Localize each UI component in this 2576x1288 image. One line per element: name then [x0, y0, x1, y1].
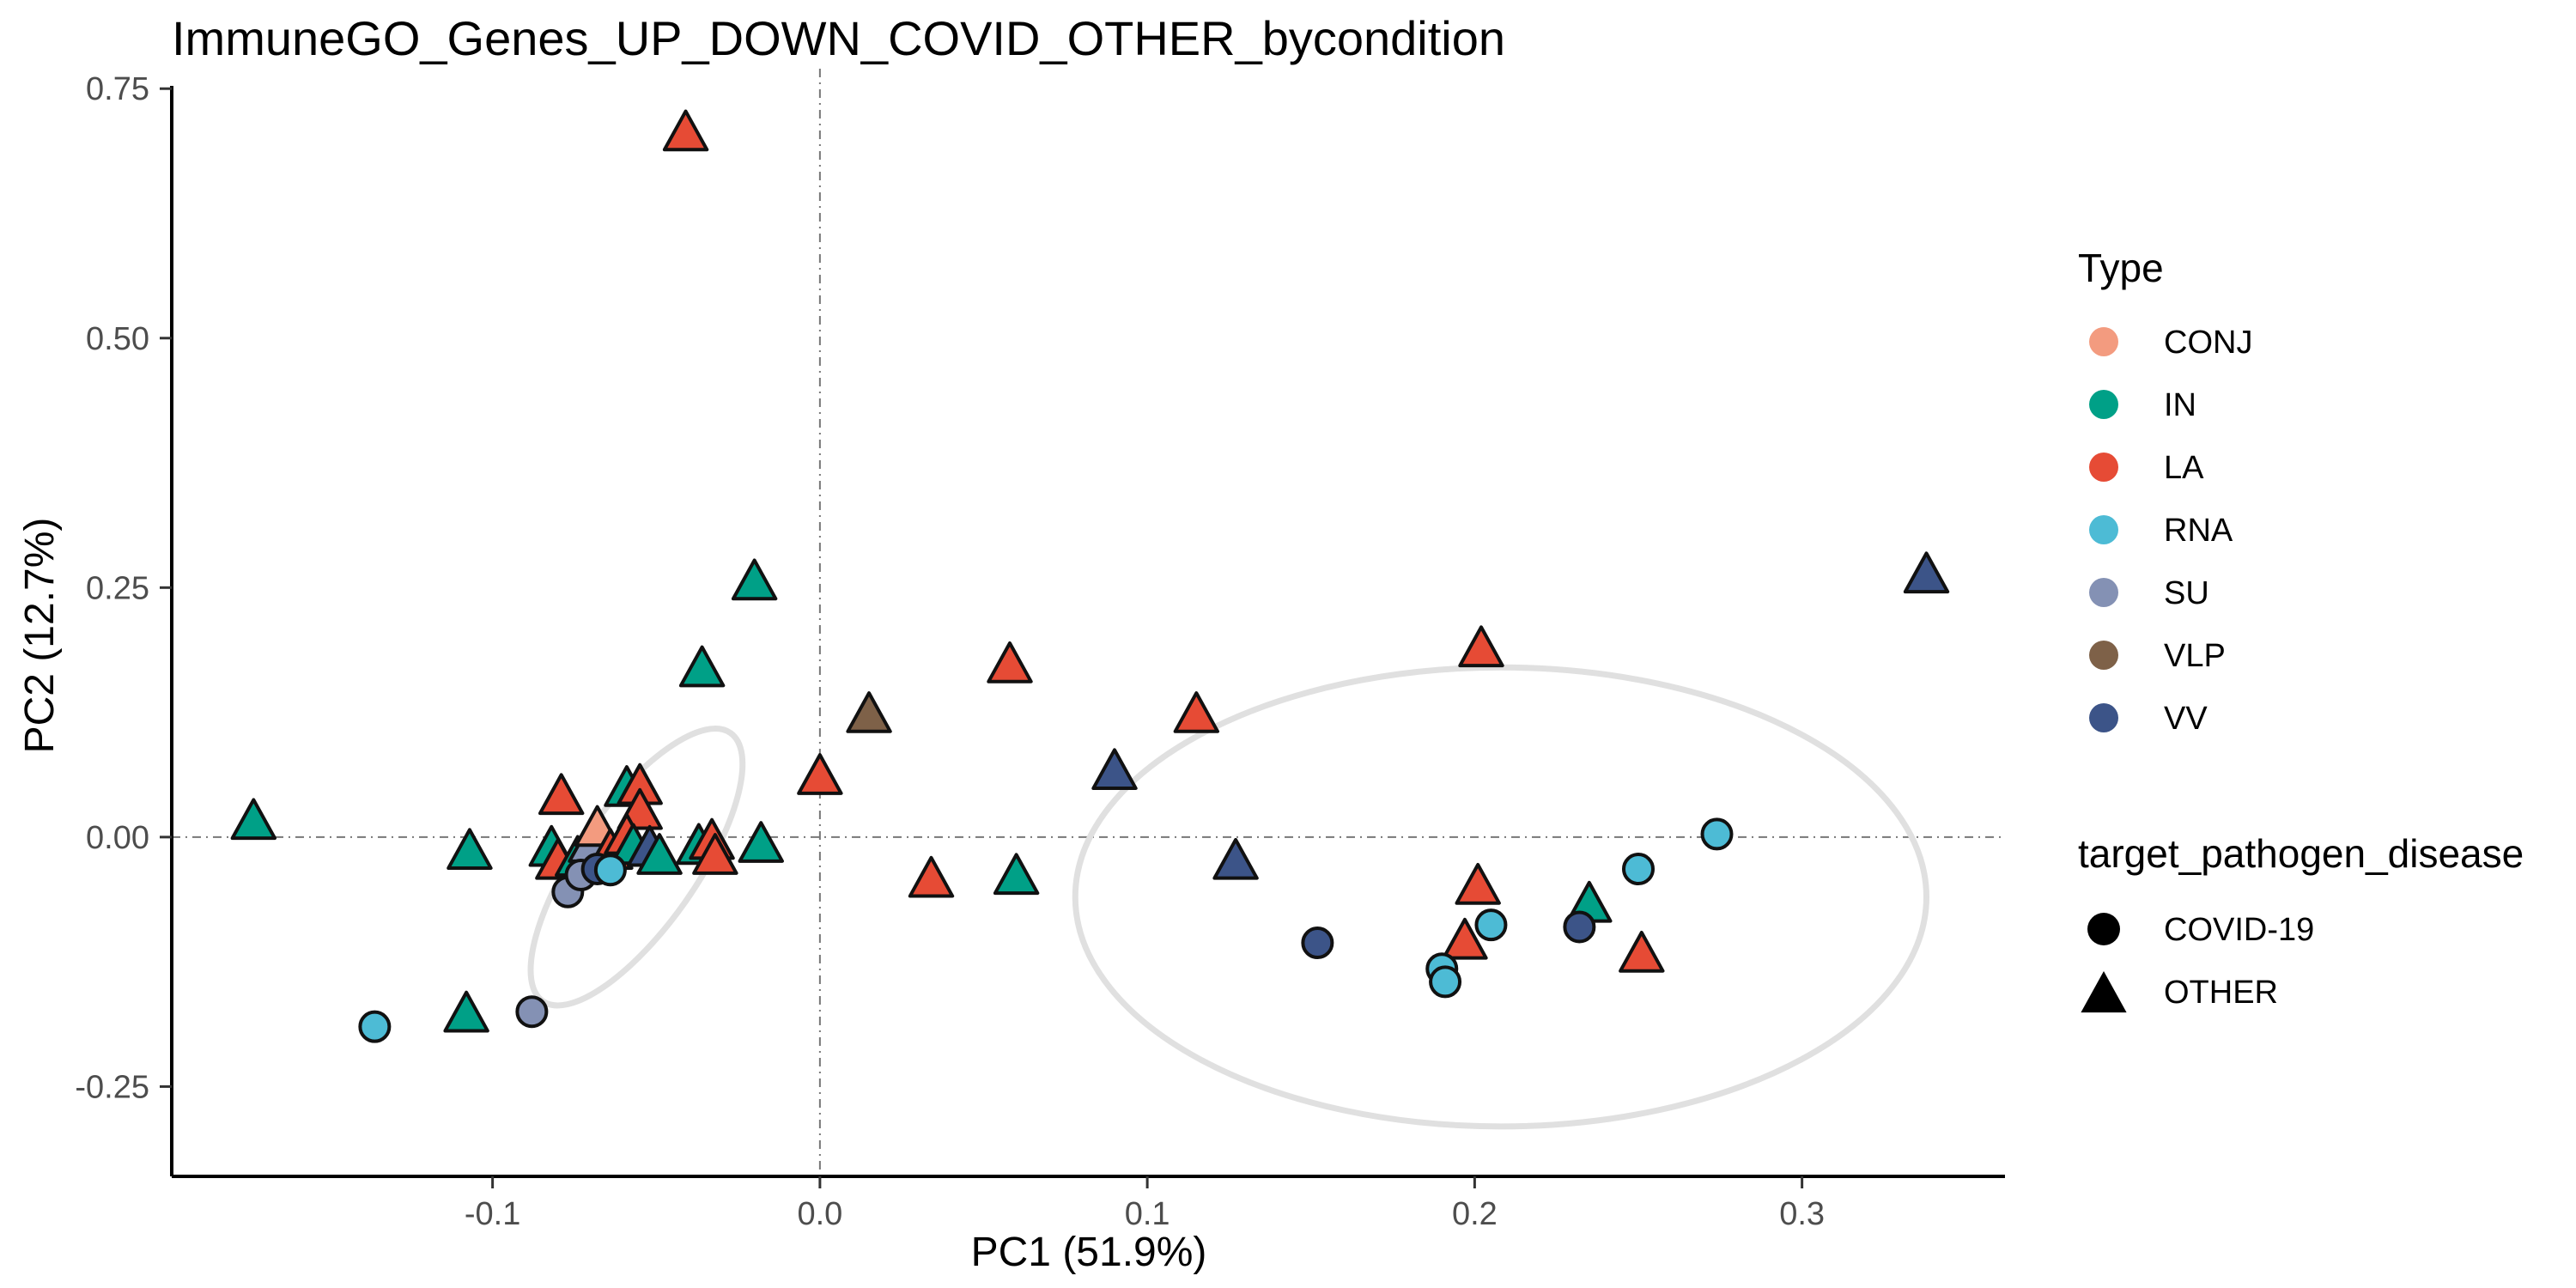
data-point-triangle	[1442, 917, 1488, 960]
legend-label-conj: CONJ	[2164, 325, 2252, 361]
data-point-circle	[1474, 908, 1508, 942]
data-point-circle	[593, 854, 627, 887]
confidence-ellipse-covid-19	[1072, 664, 1929, 1130]
data-point-circle	[1563, 910, 1596, 944]
legend-key-su	[2089, 578, 2118, 607]
x-tick-label: 0.3	[1779, 1196, 1825, 1232]
x-tick-label: -0.1	[465, 1196, 520, 1232]
data-point-triangle	[443, 990, 489, 1033]
x-tick-label: 0.0	[797, 1196, 842, 1232]
y-tick-label: -0.25	[75, 1069, 149, 1105]
data-point-circle	[1301, 927, 1334, 960]
legend-key-conj	[2089, 327, 2118, 356]
data-point-triangle	[662, 109, 709, 152]
legend-label-su: SU	[2164, 575, 2209, 611]
legend-key-vlp	[2089, 641, 2118, 670]
data-point-triangle	[1903, 551, 1950, 594]
data-point-triangle	[636, 833, 683, 875]
data-point-triangle	[993, 853, 1040, 896]
legend-label-other: OTHER	[2164, 975, 2278, 1011]
data-point-triangle	[678, 645, 726, 688]
data-point-triangle	[230, 798, 277, 841]
data-point-triangle	[692, 833, 738, 875]
legend-key-rna	[2089, 515, 2118, 544]
y-tick-label: 0.00	[86, 820, 149, 856]
x-tick-label: 0.1	[1125, 1196, 1170, 1232]
data-point-circle	[1700, 817, 1734, 851]
data-point-triangle	[738, 821, 784, 863]
legend-key-circle	[2087, 913, 2120, 945]
legend-key-vv	[2089, 703, 2118, 732]
confidence-ellipse-other	[527, 726, 746, 1009]
legend-label-vlp: VLP	[2164, 638, 2226, 674]
data-point-triangle	[1173, 691, 1220, 733]
data-point-circle	[1622, 853, 1655, 886]
data-point-triangle	[447, 828, 493, 871]
data-point-triangle	[1455, 862, 1501, 905]
data-point-triangle	[1212, 837, 1259, 880]
y-tick-label: 0.50	[86, 321, 149, 357]
plot-area: -0.1 0.0 0.1 0.2 0.3 -0.25 0.00 0.25 0.50 0.75	[75, 69, 2005, 1232]
data-point-triangle	[538, 773, 585, 816]
color-legend-title: Type	[2078, 246, 2164, 290]
y-axis-title: PC2 (12.7%)	[17, 518, 63, 754]
data-point-triangle	[1619, 931, 1665, 973]
legend-key-triangle	[2081, 971, 2127, 1013]
legend-label-covid-19: COVID-19	[2164, 912, 2314, 948]
y-tick-label: 0.75	[86, 71, 149, 107]
legend-label-la: LA	[2164, 450, 2204, 486]
chart-title: ImmuneGO_Genes_UP_DOWN_COVID_OTHER_bycon…	[172, 11, 1505, 65]
data-point-circle	[515, 995, 549, 1029]
legend-key-la	[2089, 453, 2118, 482]
x-tick-label: 0.2	[1452, 1196, 1498, 1232]
legend-label-in: IN	[2164, 387, 2196, 423]
data-point-circle	[1429, 965, 1462, 999]
data-point-triangle	[731, 558, 778, 601]
data-point-triangle	[1091, 748, 1138, 791]
data-point-triangle	[797, 753, 843, 795]
data-point-triangle	[908, 855, 955, 898]
legend-key-in	[2089, 390, 2118, 419]
x-axis-title: PC1 (51.9%)	[971, 1230, 1207, 1275]
data-point-triangle	[1458, 625, 1504, 668]
y-tick-label: 0.25	[86, 570, 149, 606]
data-point-triangle	[846, 691, 892, 733]
data-point-triangle	[987, 641, 1033, 683]
shape-legend-title: target_pathogen_disease	[2078, 831, 2524, 876]
data-point-circle	[358, 1010, 392, 1043]
legend-label-rna: RNA	[2164, 513, 2233, 549]
legend-label-vv: VV	[2164, 701, 2208, 737]
